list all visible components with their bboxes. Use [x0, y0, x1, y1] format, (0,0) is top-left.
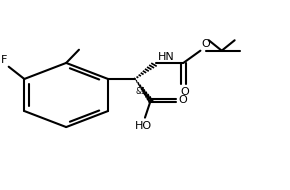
Text: O: O	[179, 95, 187, 105]
Text: O: O	[201, 39, 210, 49]
Text: F: F	[0, 55, 7, 65]
Text: O: O	[180, 87, 189, 97]
Text: HO: HO	[135, 121, 152, 131]
Text: &1: &1	[136, 87, 147, 97]
Text: HN: HN	[158, 52, 175, 62]
